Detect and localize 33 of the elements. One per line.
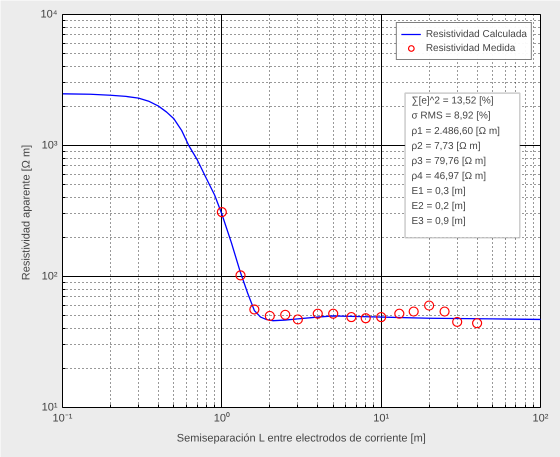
y-tick-label: 10¹ [42,402,58,414]
annotation: ∑[e]^2 = 13,52 [%] [411,96,494,107]
point [249,304,260,315]
annotation: ρ2 = 7,73 [Ω m] [411,140,481,152]
y-tick-label: 10⁴ [40,8,58,20]
point [312,308,323,319]
annotation: E1 = 0,3 [m] [411,186,466,198]
y-tick-label: 10² [42,270,58,282]
x-tick-label: 10² [532,412,549,424]
x-tick-label: 10⁻¹ [52,412,73,424]
legend-label: Resistividad Medida [426,42,516,54]
point [376,312,386,322]
x-tick-label: 10¹ [373,412,390,424]
y-tick-label: 10³ [42,140,58,152]
point [280,310,290,320]
point [264,310,275,322]
point [439,306,450,317]
legend-label: Resistividad Calculada [426,28,527,40]
annotation: ρ3 = 79,76 [Ω m] [411,156,486,167]
point [360,313,371,324]
annotation: σ RMS = 8,92 [%] [411,110,491,122]
annotation: ρ1 = 2.486,60 [Ω m] [411,126,500,137]
annotation: E2 = 0,2 [m] [411,201,466,212]
y-axis-title: Resistividad aparente [Ω m] [20,144,33,280]
point [472,318,482,328]
x-tick-label: 10⁰ [214,412,230,424]
x-axis-title: Semiseparación L entre electrodos de corriente [m] [176,432,426,444]
annotation: E3 = 0,9 [m] [411,216,466,228]
annotation: ρ4 = 46,97 [Ω m] [411,170,486,182]
point [216,207,227,218]
point [424,300,434,311]
point [408,306,419,317]
point [328,308,338,319]
